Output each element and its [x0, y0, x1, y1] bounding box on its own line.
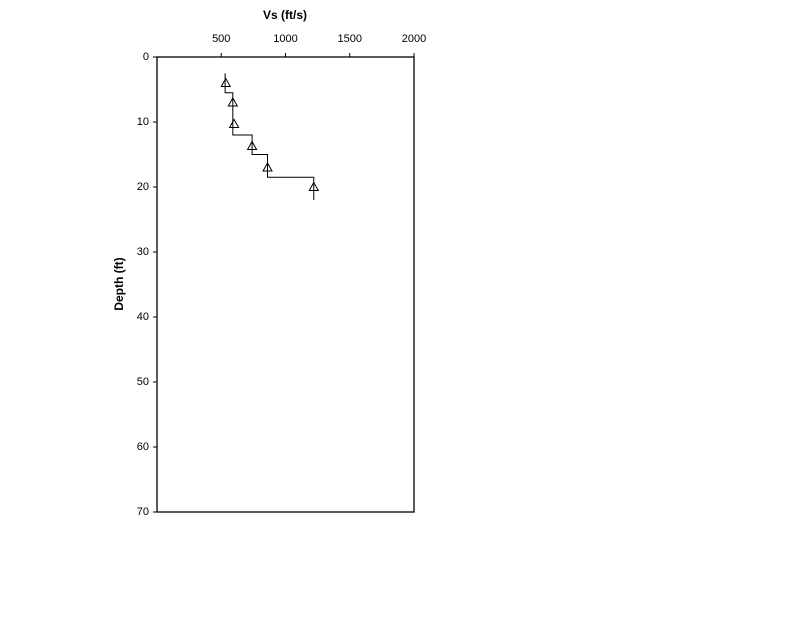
x-axis-label: Vs (ft/s): [263, 8, 307, 22]
y-tick-label: 10: [137, 116, 149, 128]
y-tick-label: 50: [137, 376, 149, 388]
y-tick-label: 0: [143, 51, 149, 63]
y-tick-label: 30: [137, 246, 149, 258]
x-tick-label: 500: [212, 33, 230, 45]
y-tick-label: 40: [137, 311, 149, 323]
x-tick-label: 2000: [402, 33, 426, 45]
plot-frame: [156, 56, 415, 513]
triangle-marker: [220, 77, 232, 87]
y-axis-label: Depth (ft): [112, 257, 126, 310]
y-tick-label: 60: [137, 441, 149, 453]
step-line: [224, 73, 315, 200]
y-tick-label: 20: [137, 181, 149, 193]
y-tick-label: 70: [137, 506, 149, 518]
triangle-marker: [228, 118, 240, 128]
x-tick-label: 1500: [338, 33, 362, 45]
x-tick-label: 1000: [273, 33, 297, 45]
